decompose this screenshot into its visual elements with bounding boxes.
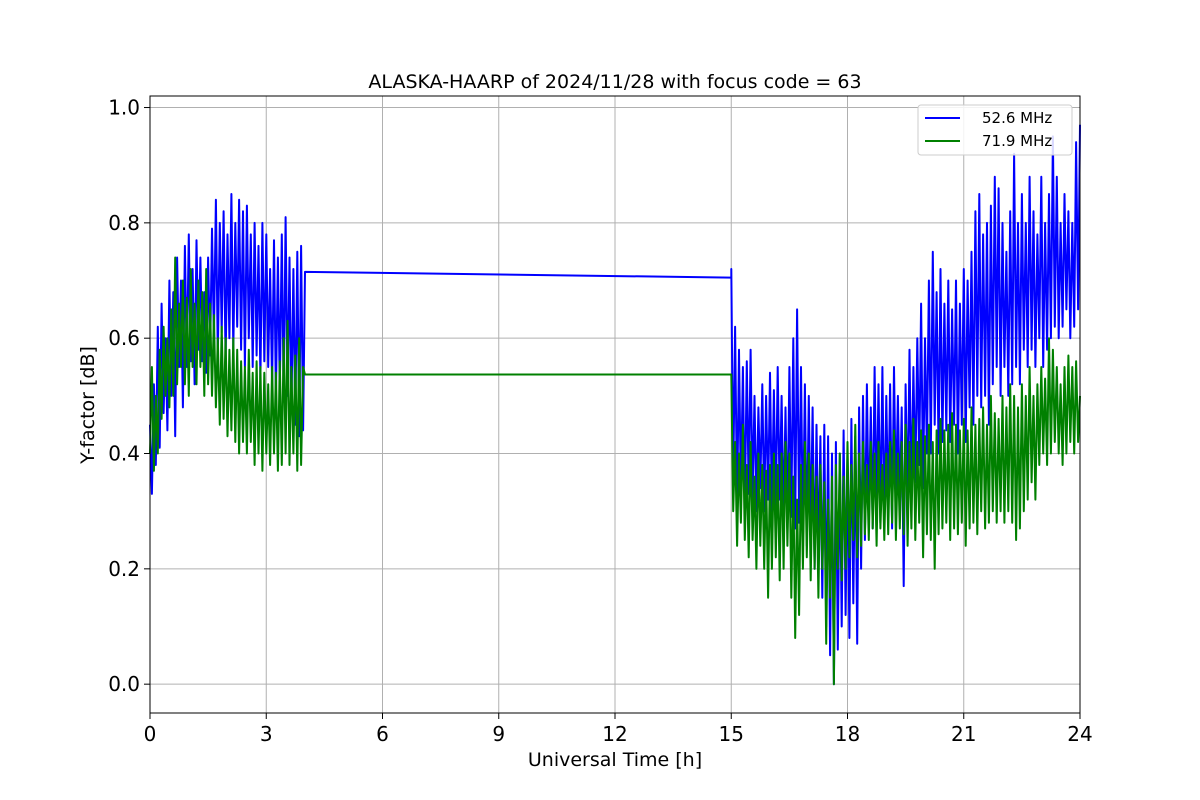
series-line-71-9-mhz: [149, 256, 1081, 686]
y-tick-label: 1.0: [108, 96, 140, 120]
y-tick-label: 0.2: [108, 557, 140, 581]
legend-label-52-6-mhz: 52.6 MHz: [982, 109, 1052, 127]
legend: 52.6 MHz 71.9 MHz: [917, 104, 1073, 156]
x-tick-label: 9: [492, 722, 505, 746]
x-axis-label: Universal Time [h]: [528, 749, 702, 771]
x-tick-label: 3: [260, 722, 273, 746]
x-tick-label: 21: [951, 722, 976, 746]
x-axis: 0 3 6 9 12 15 18 21 24: [144, 713, 1093, 746]
x-tick-label: 12: [602, 722, 627, 746]
x-tick-label: 0: [144, 722, 157, 746]
chart-title: ALASKA-HAARP of 2024/11/28 with focus co…: [368, 71, 861, 93]
x-tick-label: 24: [1067, 722, 1092, 746]
y-tick-label: 0.4: [108, 442, 140, 466]
y-axis: 0.0 0.2 0.4 0.6 0.8 1.0: [108, 96, 150, 696]
y-tick-label: 0.6: [108, 326, 140, 350]
plot-series: [149, 124, 1081, 686]
legend-label-71-9-mhz: 71.9 MHz: [982, 132, 1052, 150]
x-tick-label: 18: [835, 722, 860, 746]
x-tick-label: 15: [719, 722, 744, 746]
y-tick-label: 0.0: [108, 672, 140, 696]
y-tick-label: 0.8: [108, 211, 140, 235]
x-tick-label: 6: [376, 722, 389, 746]
y-axis-label: Y-factor [dB]: [77, 346, 99, 465]
